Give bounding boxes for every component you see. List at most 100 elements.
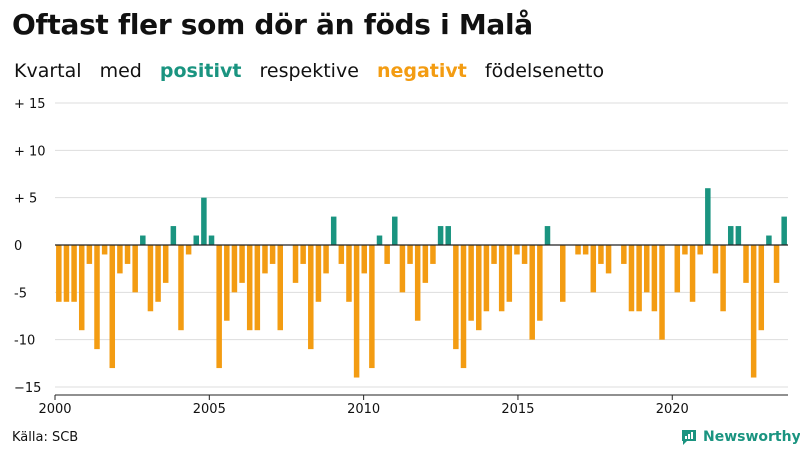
bar-negative: [483, 245, 490, 312]
bar-negative: [407, 245, 413, 264]
y-tick-label: −15: [14, 381, 41, 396]
bar-positive: [437, 226, 444, 245]
bar-negative: [155, 245, 161, 302]
bar-negative: [582, 245, 589, 255]
bar-negative: [56, 245, 62, 302]
bar-negative: [659, 245, 665, 340]
bar-negative: [773, 245, 780, 283]
bar-negative: [346, 245, 352, 302]
bar-negative: [689, 245, 696, 302]
bar-negative: [338, 245, 345, 264]
bar-negative: [491, 245, 497, 264]
bar-negative: [758, 245, 765, 331]
bar-negative: [644, 245, 650, 293]
y-tick-label: + 15: [14, 97, 46, 112]
bar-negative: [185, 245, 192, 255]
bar-negative: [277, 245, 283, 331]
bar-negative: [300, 245, 306, 264]
bar-negative: [682, 245, 688, 255]
bar-negative: [361, 245, 367, 274]
bar-negative: [621, 245, 627, 264]
bar-negative: [292, 245, 299, 283]
bar-negative: [384, 245, 390, 264]
bar-positive: [781, 216, 787, 245]
subtitle-suffix: födelsenetto: [484, 60, 605, 82]
bar-negative: [460, 245, 467, 369]
bar-negative: [468, 245, 474, 321]
chart-subtitle: Kvartal med positivt respektive negativt…: [14, 60, 616, 82]
bar-positive: [544, 226, 551, 245]
bar-positive: [727, 226, 734, 245]
bar-positive: [201, 197, 207, 245]
bar-negative: [453, 245, 459, 350]
bar-negative: [147, 245, 154, 312]
bar-negative: [78, 245, 85, 331]
bar-negative: [521, 245, 528, 264]
source-note: Källa: SCB: [12, 430, 79, 445]
bar-negative: [605, 245, 612, 274]
bar-positive: [208, 235, 215, 245]
bar-negative: [315, 245, 322, 302]
bar-positive: [140, 235, 146, 245]
bar-negative: [422, 245, 429, 283]
bar-negative: [269, 245, 276, 264]
bar-negative: [399, 245, 406, 293]
bar-positive: [392, 216, 398, 245]
bar-negative: [430, 245, 436, 264]
bar-negative: [506, 245, 513, 302]
x-tick-label: 2010: [347, 402, 380, 417]
bar-positive: [445, 226, 451, 245]
y-tick-label: 0: [14, 239, 22, 254]
y-tick-label: + 10: [14, 144, 46, 159]
bar-positive: [735, 226, 742, 245]
bar-negative: [674, 245, 681, 293]
x-tick-label: 2015: [501, 402, 534, 417]
bar-negative: [476, 245, 482, 331]
x-tick-label: 2000: [38, 402, 71, 417]
bar-negative: [262, 245, 268, 274]
y-tick-label: + 5: [14, 192, 37, 207]
y-tick-label: -5: [14, 286, 27, 301]
bar-negative: [414, 245, 421, 321]
bar-negative: [750, 245, 757, 378]
bar-positive: [376, 235, 383, 245]
bar-negative: [239, 245, 245, 283]
bar-negative: [124, 245, 131, 264]
bar-negative: [63, 245, 70, 302]
bar-negative: [712, 245, 719, 274]
bar-negative: [560, 245, 566, 302]
x-tick-label: 2020: [656, 402, 689, 417]
y-tick-label: -10: [14, 334, 35, 349]
bar-negative: [598, 245, 604, 264]
bar-negative: [575, 245, 581, 255]
x-tick-label: 2005: [193, 402, 226, 417]
brand-name: Newsworthy: [703, 429, 800, 445]
bar-negative: [498, 245, 505, 312]
bar-positive: [193, 235, 200, 245]
bar-positive: [170, 226, 177, 245]
bar-negative: [224, 245, 230, 321]
bar-negative: [94, 245, 100, 350]
bar-negative: [231, 245, 238, 293]
bar-negative: [590, 245, 597, 293]
bar-negative: [628, 245, 635, 312]
chart-title: Oftast fler som dör än föds i Malå: [12, 8, 533, 41]
subtitle-med: med: [99, 60, 142, 82]
bar-positive: [766, 235, 772, 245]
legend-positive: positivt: [159, 60, 242, 82]
subtitle-mid: respektive: [259, 60, 359, 82]
bar-negative: [86, 245, 93, 264]
bar-negative: [743, 245, 749, 283]
bar-negative: [651, 245, 658, 312]
bar-negative: [216, 245, 222, 369]
newsworthy-logo-icon: [682, 430, 696, 445]
subtitle-prefix: Kvartal: [14, 60, 82, 82]
bar-negative: [132, 245, 138, 293]
bar-positive: [705, 188, 711, 245]
bar-negative: [308, 245, 314, 350]
bar-negative: [178, 245, 184, 331]
bar-negative: [369, 245, 375, 369]
bar-negative: [162, 245, 169, 283]
bar-negative: [254, 245, 261, 331]
